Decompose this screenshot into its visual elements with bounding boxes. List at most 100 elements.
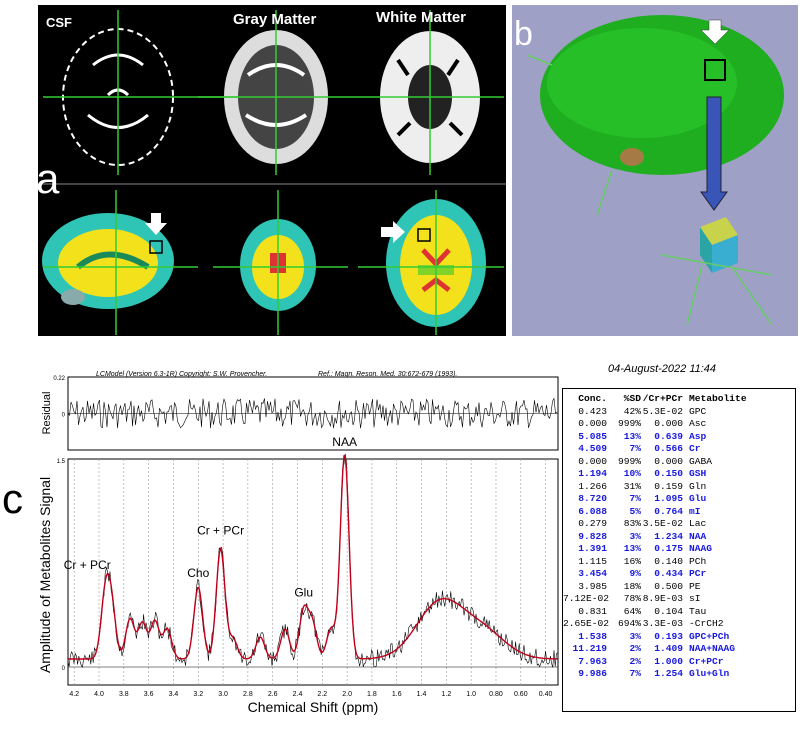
residual-label: Residual (41, 392, 53, 435)
cell-conc: 8.720 (578, 493, 607, 504)
x-tick-label: 1.8 (367, 691, 377, 698)
header-conc: Conc. (578, 393, 607, 404)
x-tick-label: 1.0 (466, 691, 476, 698)
cell-metabolite: Gln (689, 480, 707, 492)
x-tick-label: 1.6 (392, 691, 402, 698)
header-reference: Ref.: Magn. Reson. Med. 30:672-679 (1993… (318, 371, 458, 378)
x-tick-label: 2.4 (293, 691, 303, 698)
x-tick-label: 4.2 (69, 691, 79, 698)
peak-label: Cr + PCr (197, 524, 244, 538)
cell-metabolite: NAA+NAAG (689, 643, 736, 654)
table-row: 3.454 9% 0.434 PCr (563, 568, 795, 581)
cell-ratio: 0.500 (654, 580, 683, 592)
cell-metabolite: mI (689, 505, 701, 517)
header-date: 04-August-2022 11:44 (608, 363, 717, 375)
cell-sd: 694% (617, 618, 641, 629)
table-row: 1.391 13% 0.175 NAAG (563, 543, 795, 556)
brain-3d-render (526, 15, 784, 326)
peak-label: NAA (332, 435, 357, 449)
arrow-down-long-icon (700, 96, 728, 211)
cell-metabolite: Cr+PCr (689, 655, 724, 667)
voxel-box-3d (704, 59, 726, 81)
cell-ratio: 0.434 (654, 568, 683, 579)
panel-a-label: a (36, 155, 60, 202)
cell-ratio: 0.175 (654, 543, 683, 554)
cell-ratio: 0.140 (654, 555, 683, 567)
cell-sd: 3% (629, 530, 641, 542)
cell-sd: 3% (629, 630, 641, 642)
title-white-matter: White Matter (376, 9, 466, 26)
panel-b-label: b (514, 15, 533, 53)
peak-label: Cr + PCr (64, 558, 111, 572)
cell-conc: 1.194 (578, 468, 607, 479)
cell-metabolite: PE (689, 580, 701, 592)
cell-ratio: 3.3E-03 (642, 618, 683, 629)
cell-ratio: 0.104 (654, 605, 683, 617)
data-trace (67, 453, 558, 668)
x-tick-label: 4.0 (94, 691, 104, 698)
table-row: 7.963 2% 1.000 Cr+PCr (563, 656, 795, 669)
cell-conc: 0.423 (578, 405, 607, 417)
y-tick-label: 0.22 (53, 376, 65, 382)
plot-frame (67, 458, 559, 686)
table-row: 1.194 10% 0.150 GSH (563, 468, 795, 481)
cell-sd: 13% (623, 543, 641, 554)
cell-ratio: 1.409 (654, 643, 683, 654)
cell-metabolite: GSH (689, 468, 707, 479)
cell-ratio: 0.000 (654, 455, 683, 467)
cell-conc: 1.266 (578, 480, 607, 492)
y-tick-label: 0 (62, 666, 66, 672)
table-row: 3.985 18% 0.500 PE (563, 581, 795, 594)
x-tick-label: 0.40 (539, 691, 553, 698)
cell-sd: 2% (629, 643, 641, 654)
cell-sd: 42% (623, 405, 641, 417)
voxel-box-axial (417, 228, 431, 242)
cell-conc: 11.219 (572, 643, 607, 654)
y-tick-label: 1.5 (57, 459, 66, 465)
cell-ratio: 0.000 (654, 418, 683, 429)
x-tick-label: 1.4 (417, 691, 427, 698)
x-tick-label: 2.8 (243, 691, 253, 698)
cell-sd: 13% (623, 430, 641, 442)
panel-a-mri-segmentation: CSF Gray Matter White Matter a (36, 5, 506, 336)
cell-conc: 3.985 (578, 580, 607, 592)
table-row: 9.828 3% 1.234 NAA (563, 531, 795, 544)
header-metabolite: Metabolite (689, 393, 747, 404)
cell-metabolite: GPC+PCh (689, 630, 730, 642)
cell-conc: 7.963 (578, 655, 607, 667)
cell-ratio: 8.9E-03 (642, 593, 683, 604)
cell-sd: 18% (623, 580, 641, 592)
table-row: 8.720 7% 1.095 Glu (563, 493, 795, 506)
cell-conc: 6.088 (578, 505, 607, 517)
cell-sd: 999% (617, 418, 641, 429)
cell-sd: 64% (623, 605, 641, 617)
table-row: 0.000 999% 0.000 GABA (563, 456, 795, 469)
title-csf: CSF (46, 15, 72, 30)
cell-sd: 16% (623, 555, 641, 567)
cell-sd: 5% (629, 505, 641, 517)
table-row: 4.509 7% 0.566 Cr (563, 443, 795, 456)
cell-ratio: 0.639 (654, 430, 683, 442)
panel-b-3d-brain: b (512, 5, 798, 336)
x-tick-label: 2.2 (317, 691, 327, 698)
table-row: 5.085 13% 0.639 Asp (563, 431, 795, 444)
cell-metabolite: PCr (689, 568, 707, 579)
x-tick-label: 3.4 (169, 691, 179, 698)
table-row: 1.115 16% 0.140 PCh (563, 556, 795, 569)
cell-ratio: 0.566 (654, 443, 683, 454)
cell-ratio: 1.000 (654, 655, 683, 667)
x-axis-label: Chemical Shift (ppm) (248, 699, 379, 715)
cell-ratio: 1.095 (654, 493, 683, 504)
cell-sd: 2% (629, 655, 641, 667)
cell-ratio: 0.193 (654, 630, 683, 642)
table-header: Conc. %SD /Cr+PCr Metabolite (563, 393, 795, 406)
cell-sd: 83% (623, 518, 641, 529)
cell-conc: 4.509 (578, 443, 607, 454)
table-row: 9.986 7% 1.254 Glu+Gln (563, 668, 795, 681)
table-row: 0.831 64% 0.104 Tau (563, 606, 795, 619)
cell-metabolite: Glu+Gln (689, 668, 730, 679)
cell-metabolite: -CrCH2 (689, 618, 724, 629)
residual-trace (67, 397, 558, 429)
cell-metabolite: sI (689, 593, 701, 604)
table-row: 7.12E-02 78% 8.9E-03 sI (563, 593, 795, 606)
